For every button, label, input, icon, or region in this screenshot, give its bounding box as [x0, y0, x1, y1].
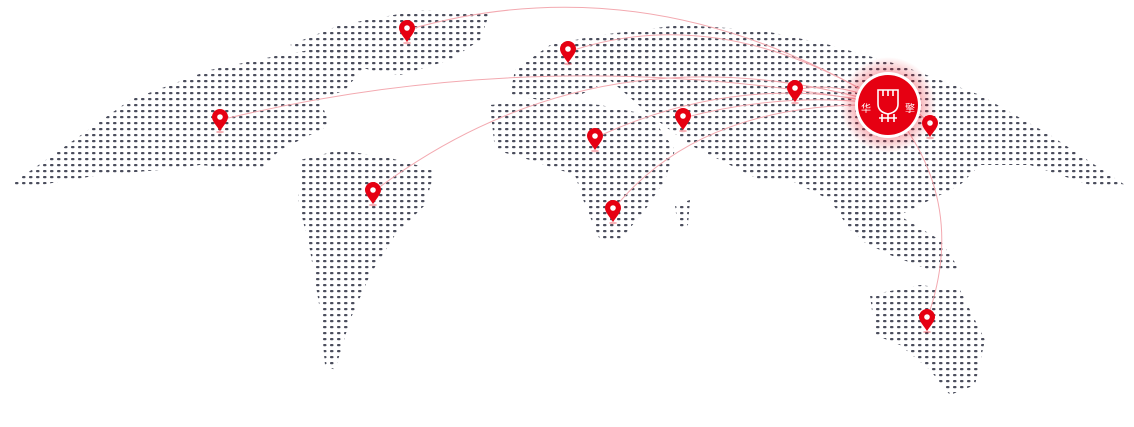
map-pin-icon [587, 128, 603, 150]
africa [490, 100, 675, 240]
pin-dot [592, 133, 598, 139]
continents [10, 10, 1125, 395]
map-pin-icon [399, 20, 415, 42]
north-america [10, 45, 370, 185]
map-pin-central-asia[interactable] [787, 80, 803, 105]
pin-shadow [923, 330, 931, 334]
map-pin-west-africa[interactable] [587, 128, 603, 153]
logo-char-right: 擎 [905, 102, 915, 115]
arc-south-america [372, 76, 889, 193]
pin-dot [404, 25, 410, 31]
map-pin-greenland[interactable] [399, 20, 415, 45]
pin-shadow [403, 41, 411, 45]
map-pin-middle-east[interactable] [675, 108, 691, 133]
map-pin-north-america[interactable] [212, 109, 228, 134]
map-pin-icon [605, 200, 621, 222]
pin-dot [680, 113, 686, 119]
map-pin-icon [212, 109, 228, 131]
madagascar [675, 200, 690, 230]
pin-shadow [679, 129, 687, 133]
map-pin-icon [560, 41, 576, 63]
pin-dot [924, 314, 930, 320]
southeast-asia [840, 200, 960, 270]
map-pin-southern-africa[interactable] [605, 200, 621, 225]
pin-shadow [216, 130, 224, 134]
pin-shadow [564, 62, 572, 66]
pin-shadow [591, 149, 599, 153]
logo-char-left: 华 [861, 102, 871, 115]
australia [870, 285, 985, 395]
pin-dot [792, 85, 798, 91]
map-pin-australia[interactable] [919, 309, 935, 334]
map-pin-icon [675, 108, 691, 130]
map-pin-icon [787, 80, 803, 102]
pin-shadow [926, 136, 934, 140]
raised-fist-icon [877, 89, 899, 122]
pin-dot [565, 46, 571, 52]
pin-shadow [791, 101, 799, 105]
pin-dot [610, 205, 616, 211]
arc-scandinavia [567, 34, 889, 106]
map-pin-icon [919, 309, 935, 331]
map-pin-south-america[interactable] [365, 182, 381, 207]
map-pins [212, 20, 938, 334]
pin-shadow [609, 221, 617, 225]
hub-logo[interactable]: 华 擎 [840, 57, 936, 153]
pin-dot [370, 187, 376, 193]
south-america [298, 150, 435, 370]
map-pin-scandinavia[interactable] [560, 41, 576, 66]
greenland [290, 10, 490, 75]
pin-dot [217, 114, 223, 120]
map-pin-icon [365, 182, 381, 204]
pin-shadow [369, 203, 377, 207]
